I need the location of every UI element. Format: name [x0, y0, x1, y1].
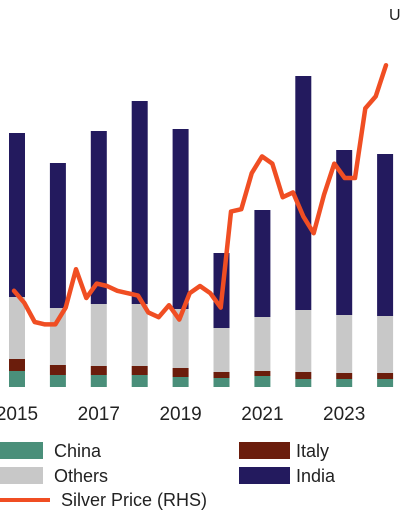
- bar-others-2023: [336, 315, 353, 373]
- stacked-bars: [9, 76, 394, 387]
- bar-china-2018: [131, 375, 148, 387]
- legend-swatch-china: [0, 442, 43, 459]
- bar-italy-2020: [213, 372, 230, 378]
- bar-italy-2021: [254, 371, 271, 376]
- legend-label-china: China: [54, 441, 102, 461]
- bar-italy-2016: [49, 365, 66, 375]
- legend-label-silver-price: Silver Price (RHS): [61, 490, 207, 510]
- x-tick-label: 2017: [78, 404, 120, 425]
- bar-india-2022: [295, 76, 312, 310]
- corner-label: U: [389, 7, 400, 24]
- bar-india-2024: [377, 154, 394, 316]
- bar-india-2023: [336, 150, 353, 315]
- bar-italy-2017: [90, 366, 107, 375]
- bar-china-2015: [9, 371, 25, 387]
- bar-italy-2024: [377, 373, 394, 379]
- bar-china-2019: [172, 377, 189, 387]
- bar-india-2017: [90, 131, 107, 304]
- x-tick-label: 2015: [0, 404, 38, 425]
- legend-swatch-others: [0, 467, 43, 484]
- bar-italy-2023: [336, 373, 353, 379]
- bar-india-2019: [172, 129, 189, 309]
- bar-china-2017: [90, 375, 107, 387]
- bar-others-2017: [90, 304, 107, 366]
- bar-china-2022: [295, 379, 312, 387]
- bar-china-2016: [49, 375, 66, 387]
- x-tick-label: 2019: [159, 404, 201, 425]
- x-axis-ticks: 2015 2017 2019 2021 2023: [0, 404, 365, 425]
- bar-china-2021: [254, 376, 271, 387]
- legend-swatch-india: [239, 467, 290, 484]
- x-tick-label: 2023: [323, 404, 365, 425]
- bar-italy-2018: [131, 366, 148, 375]
- bar-others-2015: [9, 297, 25, 359]
- bar-italy-2019: [172, 368, 189, 377]
- x-tick-label: 2021: [241, 404, 283, 425]
- bar-india-2021: [254, 210, 271, 317]
- bar-china-2023: [336, 379, 353, 387]
- bar-others-2022: [295, 310, 312, 372]
- legend: China Italy Others India Silver Price (R…: [0, 441, 336, 510]
- legend-swatch-italy: [239, 442, 290, 459]
- bar-others-2021: [254, 317, 271, 371]
- bar-china-2020: [213, 378, 230, 387]
- price-line-layer: [11, 62, 389, 327]
- bar-china-2024: [377, 379, 394, 387]
- bar-india-2015: [9, 133, 25, 297]
- legend-label-india: India: [296, 466, 336, 486]
- bar-others-2019: [172, 309, 189, 368]
- bar-italy-2022: [295, 372, 312, 379]
- bar-india-2018: [131, 101, 148, 304]
- bar-italy-2015: [9, 359, 25, 371]
- legend-label-italy: Italy: [296, 441, 329, 461]
- bar-others-2024: [377, 316, 394, 373]
- bar-others-2018: [131, 304, 148, 366]
- legend-label-others: Others: [54, 466, 108, 486]
- bar-others-2020: [213, 328, 230, 372]
- silver-price-line: [11, 62, 389, 327]
- bar-india-2016: [49, 163, 66, 308]
